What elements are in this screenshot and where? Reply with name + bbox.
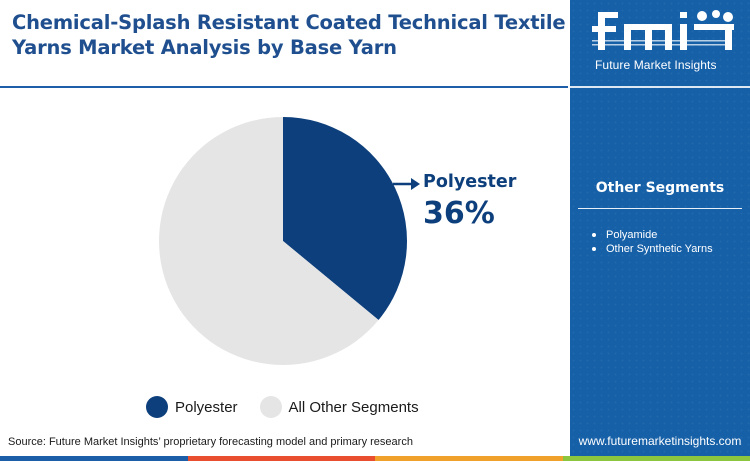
fmi-logo-mark — [592, 10, 734, 50]
segment-item-polyamide: Polyamide — [592, 228, 713, 242]
bottom-bar-segment — [0, 456, 188, 461]
pie-slice-all-other-segments — [159, 117, 379, 365]
pie-slice-polyester — [283, 117, 407, 321]
source-note: Source: Future Market Insights’ propriet… — [8, 436, 413, 448]
other-segments-list: Polyamide Other Synthetic Yarns — [592, 228, 713, 256]
pie-callout: Polyester 36% — [393, 172, 516, 231]
bottom-color-bar — [0, 456, 750, 461]
legend-swatch-polyester — [146, 396, 168, 418]
sidebar-divider — [570, 86, 750, 88]
sidebar-panel: Future Market Insights Other Segments Po… — [570, 0, 750, 461]
pie-slices — [159, 117, 407, 365]
bottom-bar-segment — [187, 456, 375, 461]
legend-label: Polyester — [175, 398, 238, 416]
legend-swatch-others — [259, 396, 282, 418]
bottom-bar-segment — [375, 456, 563, 461]
bottom-bar-segment — [562, 456, 750, 461]
fmi-logo: Future Market Insights — [570, 0, 750, 92]
other-segments-title: Other Segments — [595, 180, 725, 196]
legend-item-others: All Other Segments — [259, 396, 419, 418]
website-url[interactable]: www.futuremarketinsights.com — [578, 434, 742, 448]
callout-label: Polyester — [423, 172, 517, 192]
callout-arrow — [393, 178, 420, 190]
chart-title: Chemical-Splash Resistant Coated Technic… — [12, 11, 566, 59]
legend-label: All Other Segments — [288, 398, 419, 416]
other-segments-divider — [578, 208, 742, 209]
pie-chart — [159, 117, 420, 365]
segment-item-other-synthetic: Other Synthetic Yarns — [592, 242, 713, 256]
logo-tagline: Future Market Insights — [595, 58, 717, 72]
callout-percentage: 36% — [423, 196, 495, 231]
legend-item-polyester: Polyester — [146, 396, 238, 418]
title-divider — [0, 86, 568, 88]
chart-legend: Polyester All Other Segments — [146, 396, 441, 418]
